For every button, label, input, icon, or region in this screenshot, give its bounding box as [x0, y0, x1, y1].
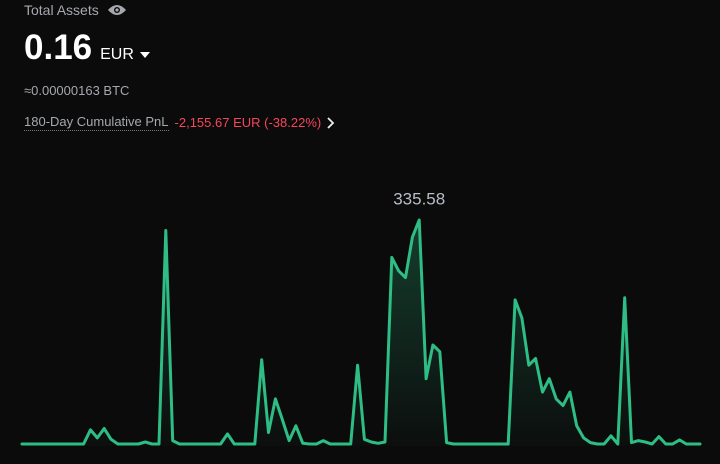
pnl-label: 180-Day Cumulative PnL	[24, 114, 169, 131]
peak-label: 335.58	[393, 189, 445, 208]
line	[20, 218, 702, 446]
title: Total Assets	[24, 2, 99, 18]
btc-equivalent: ≈0.00000163 BTC	[24, 83, 130, 98]
currency-selector[interactable]: EUR	[100, 46, 150, 64]
title-row: Total Assets	[24, 2, 127, 18]
currency: EUR	[100, 46, 134, 63]
pnl-row[interactable]: 180-Day Cumulative PnL -2,155.67 EUR (-3…	[24, 114, 335, 131]
caret	[139, 52, 150, 58]
eye-icon[interactable]	[107, 3, 127, 17]
pnl-value: -2,155.67 EUR (-38.22%)	[174, 115, 322, 130]
area	[22, 220, 700, 446]
chevron	[327, 116, 335, 129]
balance: 0.16	[24, 28, 93, 67]
balance-row: 0.16 EUR	[24, 28, 150, 68]
